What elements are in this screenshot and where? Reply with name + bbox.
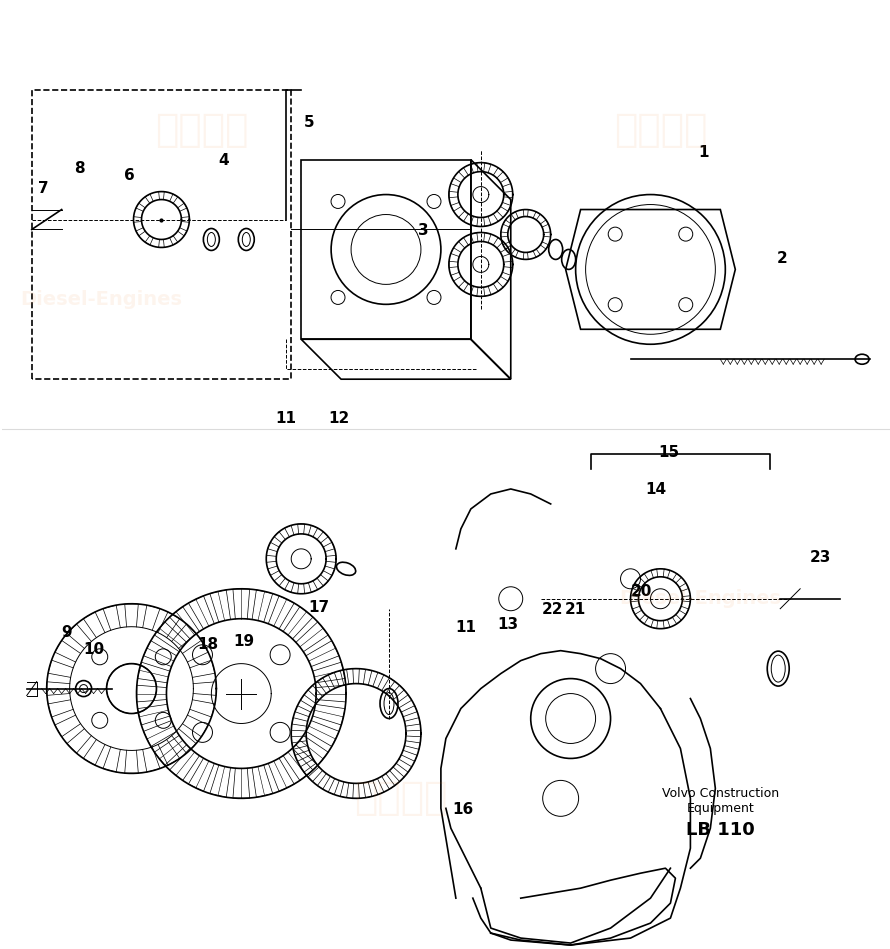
Text: 15: 15 (658, 444, 679, 459)
Text: 23: 23 (809, 550, 831, 566)
Text: Diesel-Engines: Diesel-Engines (619, 589, 781, 608)
Text: 5: 5 (303, 115, 314, 130)
Text: Volvo Construction: Volvo Construction (662, 787, 779, 800)
Text: 11: 11 (456, 621, 476, 635)
Text: 10: 10 (83, 642, 104, 657)
Text: 11: 11 (276, 411, 296, 425)
Text: 19: 19 (234, 634, 255, 649)
Text: 16: 16 (452, 802, 473, 817)
Text: 柴发动力: 柴发动力 (354, 779, 448, 817)
Text: 2: 2 (777, 251, 788, 266)
Text: 7: 7 (38, 181, 49, 196)
Text: Equipment: Equipment (686, 802, 754, 815)
Text: 9: 9 (61, 625, 72, 641)
Text: 8: 8 (74, 161, 85, 177)
Text: 22: 22 (542, 603, 563, 617)
Text: 20: 20 (631, 585, 652, 599)
Text: Diesel-Engines: Diesel-Engines (20, 289, 182, 308)
Text: 13: 13 (498, 617, 518, 632)
Text: 4: 4 (218, 153, 229, 168)
Text: 6: 6 (124, 168, 135, 183)
Text: 12: 12 (328, 411, 350, 425)
Text: 21: 21 (565, 603, 587, 617)
Text: 柴发动力: 柴发动力 (155, 111, 248, 149)
Text: 3: 3 (417, 223, 428, 238)
Text: 14: 14 (645, 482, 666, 497)
Text: 18: 18 (198, 637, 219, 652)
Text: 17: 17 (309, 600, 329, 615)
Text: 1: 1 (698, 145, 708, 160)
Text: 柴发动力: 柴发动力 (614, 111, 708, 149)
Text: LB 110: LB 110 (686, 821, 755, 839)
